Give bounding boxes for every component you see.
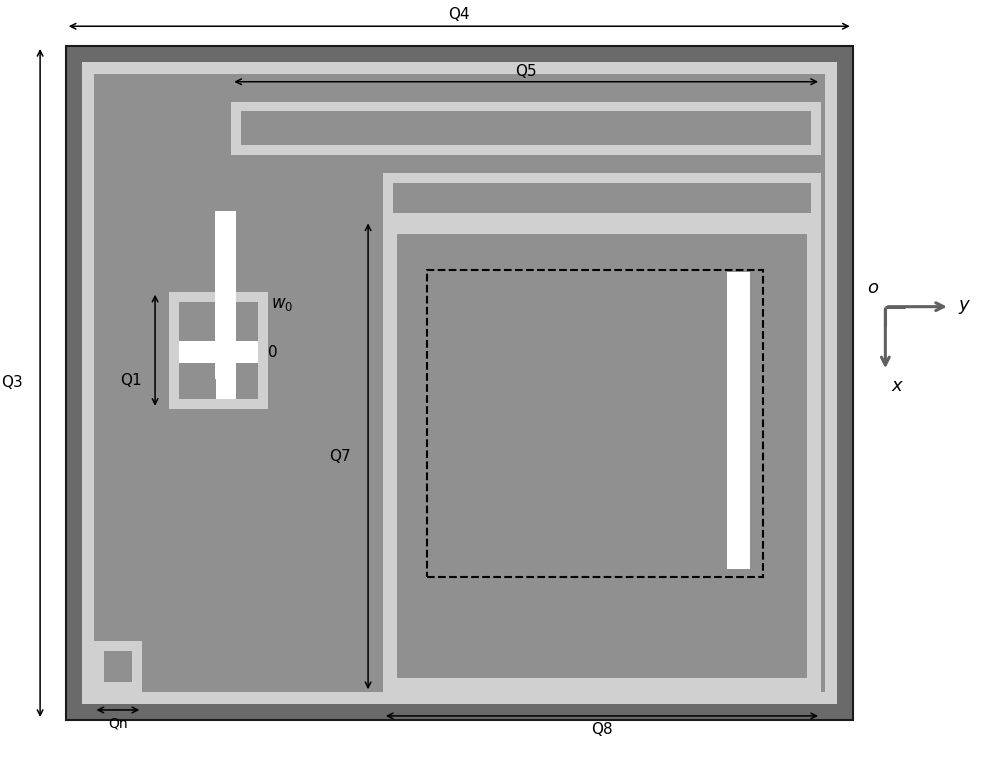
Bar: [383, 173, 821, 222]
Bar: [427, 270, 763, 577]
Bar: [104, 651, 132, 682]
Text: Q8: Q8: [591, 722, 613, 737]
Bar: [231, 101, 821, 155]
Bar: [179, 342, 258, 363]
Bar: [215, 211, 236, 379]
Bar: [94, 74, 825, 693]
Bar: [727, 272, 750, 569]
Text: Q1: Q1: [121, 372, 142, 387]
Bar: [66, 46, 853, 720]
Text: Qn: Qn: [108, 717, 128, 731]
Text: $y$: $y$: [958, 298, 971, 316]
Bar: [216, 363, 236, 399]
Text: Q6: Q6: [591, 183, 613, 199]
Text: $w_0$: $w_0$: [228, 295, 293, 350]
Text: Q5: Q5: [515, 65, 537, 79]
Bar: [393, 183, 811, 212]
Bar: [241, 111, 811, 145]
Text: Q0: Q0: [256, 345, 278, 360]
Bar: [82, 62, 837, 704]
Text: Q4: Q4: [448, 7, 470, 22]
Text: $o$: $o$: [867, 279, 879, 297]
Text: Q7: Q7: [330, 449, 351, 463]
Text: Q9: Q9: [779, 413, 801, 428]
Text: $x$: $x$: [891, 377, 905, 395]
Bar: [383, 221, 821, 693]
Bar: [169, 291, 268, 409]
Bar: [179, 301, 258, 399]
Bar: [397, 234, 807, 678]
Bar: [94, 641, 142, 693]
Text: Q3: Q3: [2, 375, 23, 390]
